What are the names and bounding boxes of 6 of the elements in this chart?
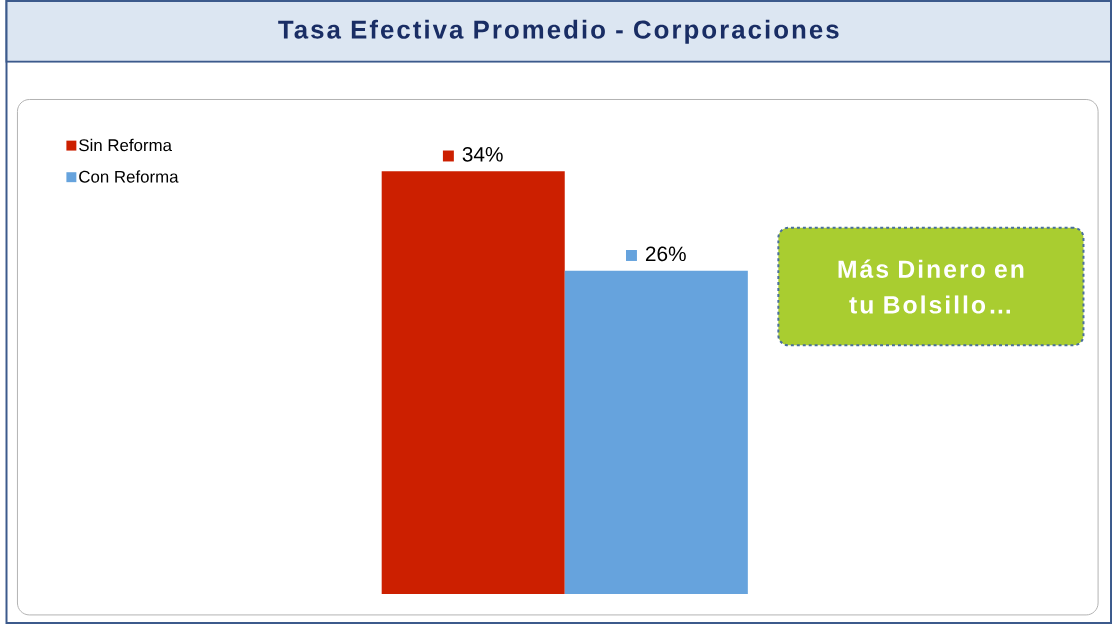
legend-label: Con Reforma [79, 170, 179, 183]
legend-label: Sin Reforma [79, 138, 172, 152]
text: Más Dinero en tu Bolsillo… [838, 259, 1024, 314]
chart-title: Tasa Efectiva Promedio - Corporaciones [278, 19, 839, 44]
data-label: 26% [645, 246, 686, 262]
data-label: 34% [462, 146, 503, 162]
